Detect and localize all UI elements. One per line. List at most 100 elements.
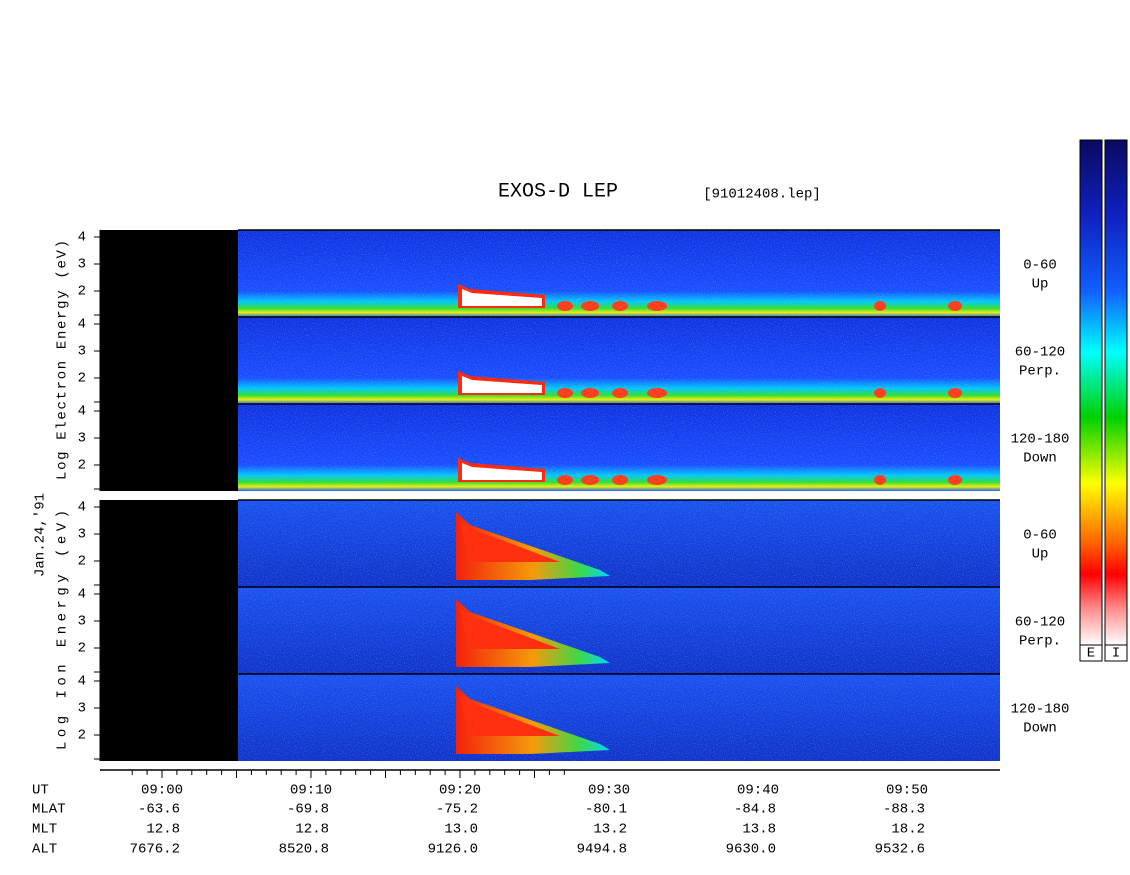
direction-label: Perp. <box>1019 364 1061 380</box>
electron-patch <box>948 301 962 311</box>
spectrogram-noise <box>238 674 1000 761</box>
electron-burst-core <box>462 463 542 480</box>
ephemeris-value: 9494.8 <box>577 842 627 858</box>
y-tick-label: 2 <box>78 728 86 744</box>
y-tick-label: 4 <box>78 674 86 690</box>
electron-patch <box>557 475 573 485</box>
x-tick-label: 09:20 <box>439 783 481 799</box>
ephemeris-value: -84.8 <box>734 802 776 818</box>
ephemeris-value: 13.0 <box>444 822 478 838</box>
direction-label: Down <box>1023 451 1057 467</box>
electron-patch <box>612 475 628 485</box>
angle-label: 60-120 <box>1015 345 1065 361</box>
electron-patch <box>612 388 628 398</box>
electron-patch <box>647 301 667 311</box>
ion-dispersion <box>456 599 610 667</box>
colorbar-label-box <box>1079 644 1103 662</box>
x-tick-label: 09:40 <box>737 783 779 799</box>
ion-core <box>460 609 560 649</box>
row-name: UT <box>32 783 49 799</box>
ephemeris-value: -80.1 <box>585 802 627 818</box>
y-tick-label: 3 <box>78 431 86 447</box>
ephemeris-value: 18.2 <box>891 822 925 838</box>
x-tick-label: 09:10 <box>290 783 332 799</box>
data-gap <box>100 500 238 761</box>
y-tick-label: 4 <box>78 230 86 246</box>
electron-patch <box>581 388 599 398</box>
row-name: MLAT <box>32 802 66 818</box>
y-tick-label: 4 <box>78 404 86 420</box>
ephemeris-value: 9532.6 <box>875 842 925 858</box>
panel-label: Log Electron Energy (eV) <box>55 240 71 480</box>
direction-label: Up <box>1032 547 1049 563</box>
colorbar-label-box <box>1104 644 1128 662</box>
ephemeris-value: 12.8 <box>146 822 180 838</box>
row-name: ALT <box>32 842 57 858</box>
electron-patch <box>874 301 886 311</box>
electron-burst-core <box>462 376 542 393</box>
file-name: [91012408.lep] <box>703 187 821 203</box>
electron-patch <box>581 301 599 311</box>
y-tick-label: 3 <box>78 701 86 717</box>
spectrogram-noise <box>238 500 1000 587</box>
direction-label: Down <box>1023 721 1057 737</box>
y-tick-label: 3 <box>78 344 86 360</box>
ephemeris-value: 12.8 <box>295 822 329 838</box>
angle-label: 60-120 <box>1015 615 1065 631</box>
ephemeris-value: -75.2 <box>436 802 478 818</box>
ephemeris-value: 7676.2 <box>130 842 180 858</box>
y-tick-label: 3 <box>78 257 86 273</box>
ion-core <box>460 522 560 562</box>
y-tick-label: 4 <box>78 587 86 603</box>
electron-patch <box>874 388 886 398</box>
electron-patch <box>948 388 962 398</box>
ephemeris-value: 13.2 <box>593 822 627 838</box>
row-name: MLT <box>32 822 57 838</box>
direction-label: Perp. <box>1019 634 1061 650</box>
x-tick-label: 09:30 <box>588 783 630 799</box>
y-tick-label: 2 <box>78 641 86 657</box>
angle-label: 0-60 <box>1023 258 1057 274</box>
colorbar <box>1104 139 1128 646</box>
ephemeris-value: -88.3 <box>883 802 925 818</box>
direction-label: Up <box>1032 277 1049 293</box>
ephemeris-value: 13.8 <box>742 822 776 838</box>
colorbar-label: I <box>1112 646 1120 662</box>
x-tick-label: 09:50 <box>886 783 928 799</box>
ephemeris-value: 9126.0 <box>428 842 478 858</box>
data-gap <box>100 230 238 491</box>
colorbar-label: E <box>1087 646 1095 662</box>
ion-dispersion <box>456 512 610 580</box>
electron-patch <box>647 388 667 398</box>
y-tick-label: 4 <box>78 317 86 333</box>
y-tick-label: 2 <box>78 458 86 474</box>
ephemeris-value: 9630.0 <box>726 842 776 858</box>
y-tick-label: 2 <box>78 371 86 387</box>
electron-patch <box>647 475 667 485</box>
spectrogram-noise <box>238 587 1000 674</box>
ephemeris-value: 8520.8 <box>279 842 329 858</box>
y-tick-label: 3 <box>78 614 86 630</box>
electron-patch <box>874 475 886 485</box>
y-tick-label: 2 <box>78 284 86 300</box>
date: Jan.24,'91 <box>33 493 49 577</box>
ephemeris-value: -63.6 <box>138 802 180 818</box>
electron-patch <box>612 301 628 311</box>
time-axis: UT 09:00 09:10 09:20 09:30 09:40 09:50 MLAT -63.… <box>32 769 1000 858</box>
angle-label: 120-180 <box>1011 702 1070 718</box>
x-tick-label: 09:00 <box>141 783 183 799</box>
panel-label: Log Ion Energy (eV) <box>55 510 71 750</box>
angle-label: 120-180 <box>1011 432 1070 448</box>
ion-dispersion <box>456 686 610 754</box>
ion-core <box>460 696 560 736</box>
y-tick-label: 3 <box>78 527 86 543</box>
ephemeris-value: -69.8 <box>287 802 329 818</box>
electron-burst-core <box>462 289 542 306</box>
electron-patch <box>557 388 573 398</box>
electron-patch <box>581 475 599 485</box>
y-tick-label: 2 <box>78 554 86 570</box>
electron-patch <box>948 475 962 485</box>
panels: 2 3 4 0-60 Up 2 3 4 60-120 Perp. 2 3 4 120-180 Down Log… <box>55 229 1070 761</box>
